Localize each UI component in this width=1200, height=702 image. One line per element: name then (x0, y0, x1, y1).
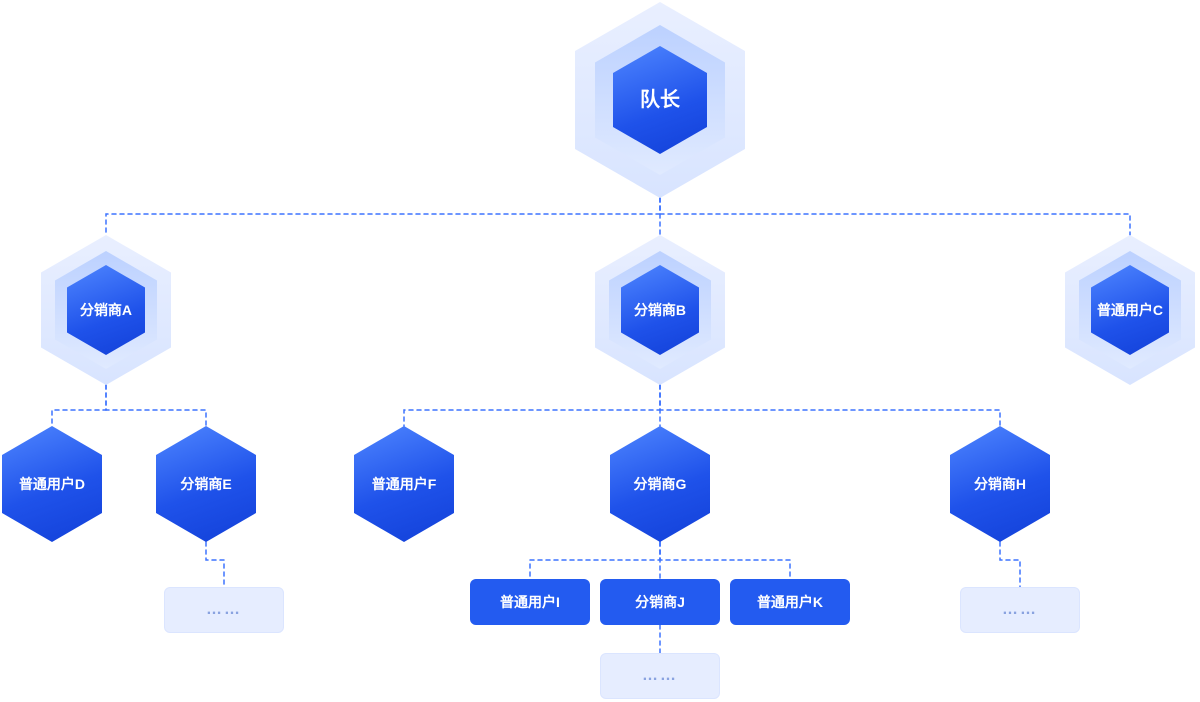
node-distributor-b: 分销商B (595, 235, 725, 385)
diagram-canvas: 队长 分销商A 分销商B 普通用户C 普通用户D 分销商E 普通用户F (0, 0, 1200, 702)
node-user-c-label: 普通用户C (1097, 302, 1163, 319)
node-user-d: 普通用户D (2, 426, 102, 542)
node-distributor-j-label: 分销商J (635, 592, 685, 612)
node-ellipsis-e-label: …… (206, 601, 242, 619)
node-user-d-label: 普通用户D (19, 476, 85, 493)
node-ellipsis-h-label: …… (1002, 601, 1038, 619)
node-ellipsis-j-label: …… (642, 667, 678, 685)
node-distributor-a: 分销商A (41, 235, 171, 385)
node-distributor-e: 分销商E (156, 426, 256, 542)
node-ellipsis-e: …… (164, 587, 284, 633)
node-user-f-label: 普通用户F (372, 476, 437, 493)
node-distributor-j: 分销商J (600, 579, 720, 625)
node-distributor-a-label: 分销商A (80, 302, 132, 319)
node-distributor-b-label: 分销商B (634, 302, 686, 319)
node-distributor-g: 分销商G (610, 426, 710, 542)
node-user-k: 普通用户K (730, 579, 850, 625)
node-user-k-label: 普通用户K (757, 592, 823, 612)
node-user-i: 普通用户I (470, 579, 590, 625)
node-user-f: 普通用户F (354, 426, 454, 542)
node-root-label: 队长 (640, 88, 680, 112)
node-ellipsis-h: …… (960, 587, 1080, 633)
node-ellipsis-j: …… (600, 653, 720, 699)
node-distributor-e-label: 分销商E (180, 476, 231, 493)
node-root: 队长 (575, 2, 745, 198)
node-distributor-g-label: 分销商G (634, 476, 687, 493)
node-distributor-h-label: 分销商H (974, 476, 1026, 493)
node-distributor-h: 分销商H (950, 426, 1050, 542)
node-user-i-label: 普通用户I (500, 592, 560, 612)
node-user-c: 普通用户C (1065, 235, 1195, 385)
